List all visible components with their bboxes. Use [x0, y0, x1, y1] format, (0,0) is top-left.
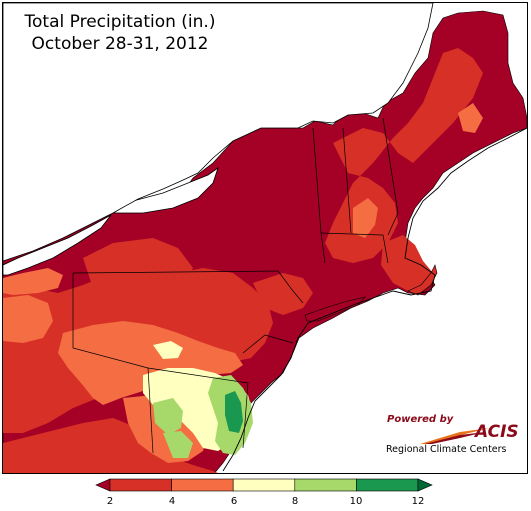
logo-swoosh-icon — [420, 428, 490, 444]
legend-bin-3 — [294, 478, 357, 492]
legend-colorbar — [95, 478, 433, 492]
land-region-lightgreen-va — [163, 431, 193, 458]
legend-bin-4 — [356, 478, 419, 492]
land-region-red-nyc — [253, 273, 313, 315]
map-title-line-1: Total Precipitation (in.) — [24, 12, 216, 32]
legend-tick-label: 12 — [411, 496, 425, 507]
land-region-orange-west — [3, 295, 53, 343]
land-region-darkgreen — [225, 391, 243, 433]
map-title-line-2: October 28-31, 2012 — [31, 34, 209, 54]
color-legend: 2 4 6 8 10 12 — [90, 478, 440, 511]
land-region-orange-pa-n — [3, 268, 63, 295]
state-borders — [72, 117, 399, 454]
land-region-red-pa — [83, 238, 193, 298]
long-island — [304, 296, 366, 322]
logo-rcc-subtitle: Regional Climate Centers — [386, 444, 507, 455]
legend-tick-label: 4 — [168, 496, 176, 507]
legend-tick-label: 10 — [349, 496, 363, 507]
land-region-orange-central — [58, 321, 243, 405]
legend-tick-label: 6 — [230, 496, 238, 507]
atlantic-coastline — [222, 127, 527, 472]
legend-bin-2 — [232, 478, 296, 492]
land-region-yellow-pa — [153, 341, 183, 359]
logo-powered-by: Powered by — [387, 414, 454, 425]
legend-under-arrow — [95, 478, 111, 492]
legend-tick-label: 8 — [291, 496, 299, 507]
acis-logo: Powered by ACIS Regional Climate Centers — [380, 412, 520, 460]
legend-tick-label: 2 — [106, 496, 114, 507]
legend-bin-1 — [171, 478, 234, 492]
logo-acis-name: ACIS — [475, 422, 519, 442]
canada-upper-land — [3, 3, 434, 262]
legend-bin-0 — [109, 478, 172, 492]
map-canvas — [3, 3, 527, 473]
precipitation-map — [2, 2, 528, 474]
land-region-red-ma — [381, 235, 433, 291]
land-region-orange-ne — [353, 198, 378, 238]
land-region-orange-me — [458, 103, 483, 133]
legend-over-arrow — [417, 478, 433, 492]
land-region-lightgreen-md — [153, 398, 183, 435]
lake-erie — [3, 214, 112, 276]
lake-ontario — [111, 166, 219, 214]
